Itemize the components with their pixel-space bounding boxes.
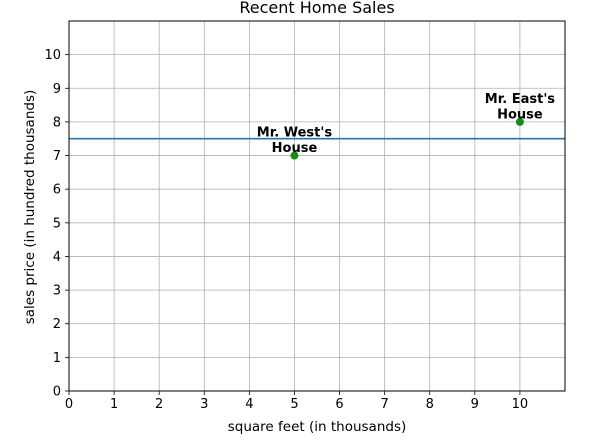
point-label: Mr. East's House [485,92,556,123]
x-tick-label: 7 [380,397,388,412]
y-tick-label: 4 [53,250,61,265]
y-tick-label: 1 [53,351,61,366]
y-tick-label: 6 [53,183,61,198]
data-point [290,151,299,160]
point-label-line: Mr. East's [485,92,556,107]
grid [68,21,565,392]
x-tick-label: 1 [110,397,118,412]
x-tick-label: 8 [426,397,434,412]
y-tick-label: 8 [53,115,61,130]
y-tick-label: 0 [53,385,61,400]
y-axis-label: sales price (in hundred thousands) [22,90,38,325]
x-axis-label: square feet (in thousands) [228,419,407,435]
x-tick-label: 9 [471,397,479,412]
y-tick-label: 7 [53,149,61,164]
x-tick-label: 3 [200,397,208,412]
chart-title: Recent Home Sales [239,0,394,17]
y-tick-label: 5 [53,216,61,231]
x-tick-label: 2 [155,397,163,412]
y-tick-label: 9 [53,82,61,97]
x-tick-label: 6 [335,397,343,412]
point-label-line: House [497,107,543,122]
data-point [515,117,524,126]
axis-ticks: 0 1 2 3 4 5 6 7 8 9 10 0 1 2 3 4 5 6 7 8 9 10 [44,48,528,412]
point-label-line: Mr. West's [257,126,333,141]
y-tick-label: 10 [44,48,61,63]
y-tick-label: 3 [53,284,61,299]
x-tick-label: 10 [512,397,529,412]
x-tick-label: 0 [65,397,73,412]
point-label-line: House [272,141,318,156]
x-tick-label: 5 [290,397,298,412]
y-tick-label: 2 [53,317,61,332]
x-tick-label: 4 [245,397,253,412]
point-label: Mr. West's House [257,126,333,157]
plot-frame [68,20,566,392]
